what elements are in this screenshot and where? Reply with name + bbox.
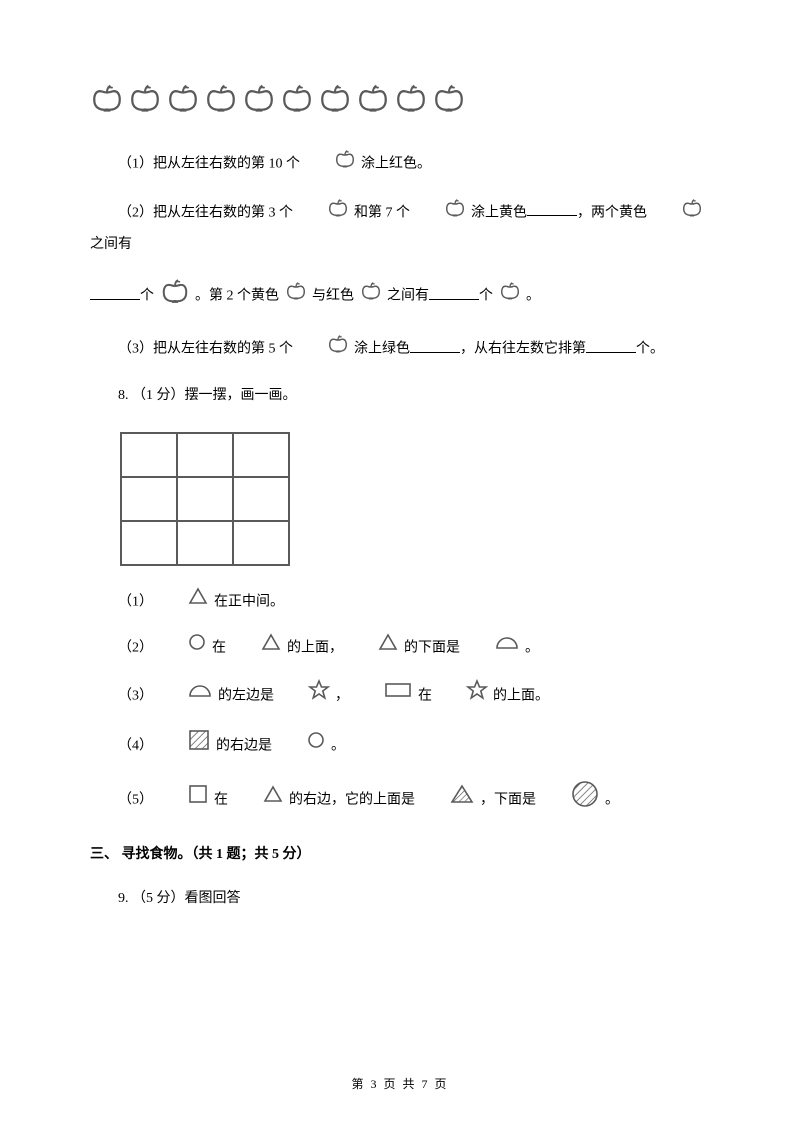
rectangle-icon xyxy=(355,680,413,713)
text: 在 xyxy=(212,641,226,656)
triangle-icon xyxy=(349,632,399,665)
text: 在 xyxy=(214,792,228,807)
semicircle-icon xyxy=(159,681,213,712)
section-3-header: 三、 寻找食物。（共 1 题；共 5 分） xyxy=(90,840,710,871)
q8-3: （3） 的左边是 ， 在 的上面。 xyxy=(90,679,710,714)
apple-icon xyxy=(416,196,466,231)
hatched-circle-icon xyxy=(542,779,600,822)
apple-icon xyxy=(356,80,390,127)
text: 在正中间。 xyxy=(214,594,284,609)
blank-input[interactable] xyxy=(90,285,140,300)
apple-icon xyxy=(285,279,307,314)
square-icon xyxy=(159,783,209,818)
q7-1: （1）把从左往右数的第 10 个 涂上红色。 xyxy=(90,147,710,182)
apple-icon xyxy=(299,196,349,231)
text: （4） xyxy=(118,739,153,754)
text: 。 xyxy=(331,739,345,754)
text: （2）把从左往右数的第 3 个 xyxy=(118,205,293,220)
text: 个。 xyxy=(636,342,664,357)
text: （2） xyxy=(118,641,153,656)
apple-icon xyxy=(166,80,200,127)
text: 的上面， xyxy=(287,641,343,656)
text: 个 xyxy=(479,289,493,304)
apple-icon xyxy=(280,80,314,127)
text: ，两个黄色 xyxy=(577,205,647,220)
q7-3: （3）把从左往右数的第 5 个 涂上绿色 ，从右往左数它排第 个。 xyxy=(90,332,710,367)
q8-1: （1） 在正中间。 xyxy=(90,586,710,619)
hatched-square-icon xyxy=(159,728,211,765)
apple-icon xyxy=(394,80,428,127)
text: 涂上绿色 xyxy=(354,342,410,357)
q7-2b: 个 。第 2 个黄色 与红色 之间有 个 。 xyxy=(90,275,710,318)
text: 和第 7 个 xyxy=(354,205,410,220)
apple-icon xyxy=(499,279,521,314)
apple-icon xyxy=(128,80,162,127)
apple-icon xyxy=(299,332,349,367)
blank-input[interactable] xyxy=(586,338,636,353)
text: 。第 2 个黄色 xyxy=(195,289,279,304)
text: （3） xyxy=(118,689,153,704)
text: ， xyxy=(335,689,349,704)
text: ，下面是 xyxy=(480,792,536,807)
text: ，从右往左数它排第 xyxy=(460,342,586,357)
text: 。 xyxy=(525,641,539,656)
apple-icon xyxy=(204,80,238,127)
q8-header: 8. （1 分）摆一摆，画一画。 xyxy=(90,381,710,412)
apple-icon xyxy=(318,80,352,127)
text: 之间有 xyxy=(90,237,132,252)
hatched-triangle-icon xyxy=(421,783,475,818)
q8-5: （5） 在 的右边，它的上面是 ，下面是 。 xyxy=(90,779,710,822)
q9: 9. （5 分）看图回答 xyxy=(90,884,710,915)
blank-input[interactable] xyxy=(527,201,577,216)
q7-2a: （2）把从左往右数的第 3 个 和第 7 个 涂上黄色 ，两个黄色 之间有 xyxy=(90,196,710,262)
apple-icon xyxy=(306,147,356,182)
text: （1） xyxy=(118,594,153,609)
apple-icon xyxy=(90,80,124,127)
page-content: （1）把从左往右数的第 10 个 涂上红色。 （2）把从左往右数的第 3 个 和… xyxy=(0,0,800,969)
text: 的右边，它的上面是 xyxy=(289,792,415,807)
text: 的上面。 xyxy=(493,689,549,704)
star-icon xyxy=(438,679,488,714)
q8-4: （4） 的右边是 。 xyxy=(90,728,710,765)
text: 。 xyxy=(526,289,540,304)
triangle-icon xyxy=(234,784,284,817)
text: 涂上红色。 xyxy=(361,156,431,171)
page-footer: 第 3 页 共 7 页 xyxy=(0,1075,800,1092)
text: （5） xyxy=(118,792,153,807)
text: 。 xyxy=(605,792,619,807)
apple-icon xyxy=(653,196,703,231)
text: 个 xyxy=(140,289,154,304)
semicircle-icon xyxy=(466,633,520,664)
text: 之间有 xyxy=(387,289,429,304)
triangle-icon xyxy=(232,632,282,665)
text: 涂上黄色 xyxy=(471,205,527,220)
apple-icon xyxy=(360,279,382,314)
text: 的下面是 xyxy=(404,641,460,656)
text: 的左边是 xyxy=(218,689,274,704)
text: （1）把从左往右数的第 10 个 xyxy=(118,156,300,171)
blank-input[interactable] xyxy=(410,338,460,353)
apple-icon xyxy=(160,275,190,318)
text: 在 xyxy=(418,689,432,704)
star-icon xyxy=(280,679,330,714)
text: 的右边是 xyxy=(216,739,272,754)
grid-3x3 xyxy=(120,432,290,566)
apple-row xyxy=(90,80,710,127)
apple-icon xyxy=(242,80,276,127)
blank-input[interactable] xyxy=(429,285,479,300)
text: 与红色 xyxy=(312,289,354,304)
circle-icon xyxy=(278,730,326,763)
q8-2: （2） 在 的上面， 的下面是 。 xyxy=(90,632,710,665)
triangle-icon xyxy=(159,586,209,619)
circle-icon xyxy=(159,632,207,665)
text: （3）把从左往右数的第 5 个 xyxy=(118,342,293,357)
apple-icon xyxy=(432,80,466,127)
